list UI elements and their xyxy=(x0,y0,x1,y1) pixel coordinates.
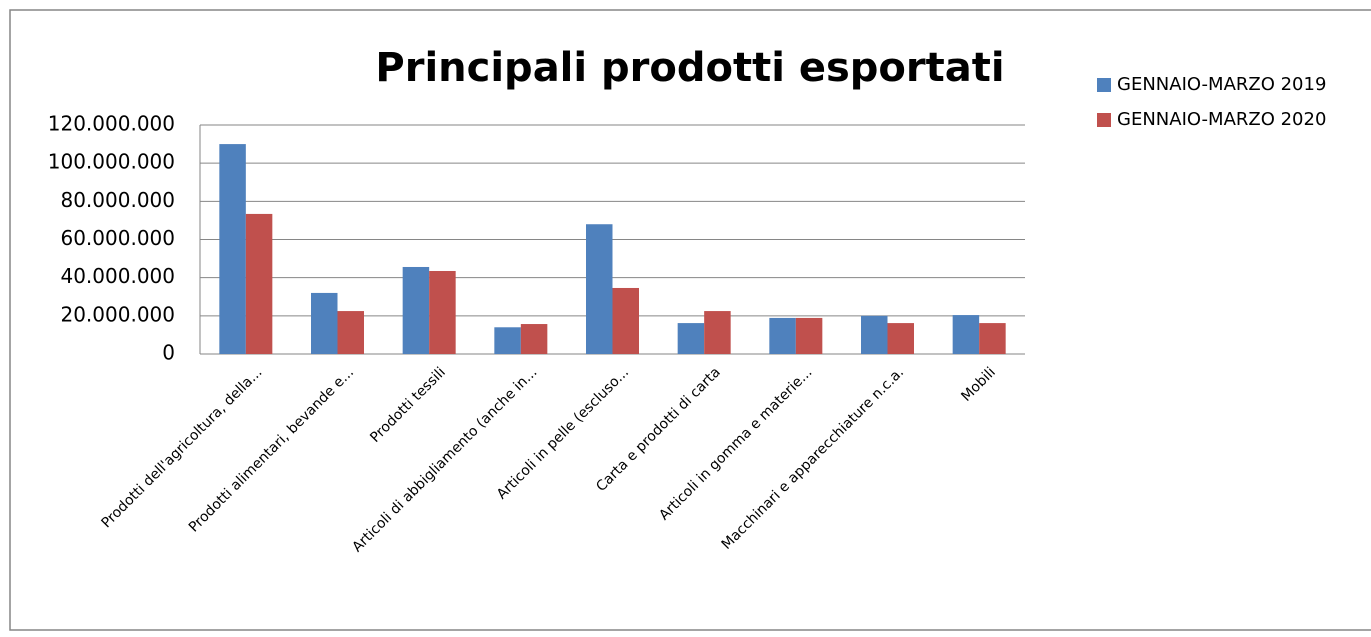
bar xyxy=(677,323,705,354)
y-tick-label: 80.000.000 xyxy=(60,188,175,212)
bar xyxy=(612,287,639,354)
y-tick-label: 20.000.000 xyxy=(60,302,175,326)
bar xyxy=(887,323,914,354)
bar xyxy=(402,266,430,354)
bar xyxy=(520,324,548,354)
bar xyxy=(769,317,796,354)
bar xyxy=(219,144,246,354)
bar xyxy=(494,327,521,354)
bar xyxy=(429,270,456,354)
bar xyxy=(704,311,731,354)
legend-swatch xyxy=(1097,113,1111,127)
bar xyxy=(952,315,980,354)
bar xyxy=(245,213,273,354)
legend-swatch xyxy=(1097,78,1111,92)
y-tick-label: 100.000.000 xyxy=(48,150,175,174)
bar xyxy=(337,311,364,354)
y-tick-label: 40.000.000 xyxy=(60,264,175,288)
bar xyxy=(795,317,823,354)
y-tick-label: 0 xyxy=(162,341,175,365)
chart-border xyxy=(9,9,1371,631)
y-tick-label: 120.000.000 xyxy=(48,112,175,136)
chart-title: Principali prodotti esportati xyxy=(375,45,1004,91)
bar xyxy=(979,323,1006,354)
bar xyxy=(861,315,888,354)
bar xyxy=(311,292,338,354)
legend-label: GENNAIO-MARZO 2020 xyxy=(1117,109,1326,130)
y-tick-label: 60.000.000 xyxy=(60,226,175,250)
legend-label: GENNAIO-MARZO 2019 xyxy=(1117,74,1326,95)
bar xyxy=(586,224,613,354)
